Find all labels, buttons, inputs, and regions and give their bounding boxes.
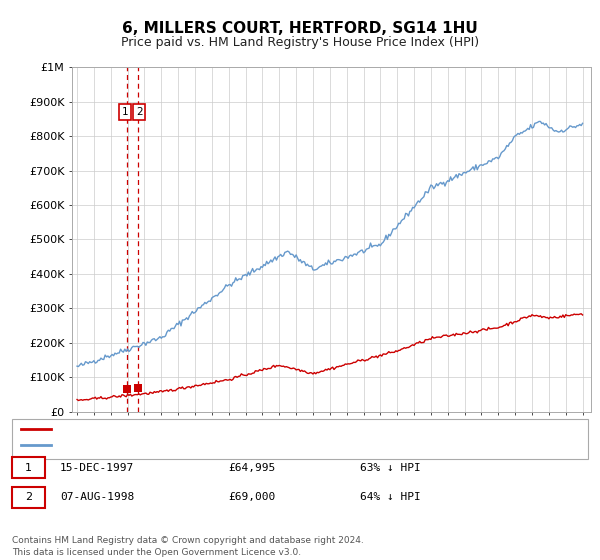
Text: 64% ↓ HPI: 64% ↓ HPI (360, 492, 421, 502)
Text: Price paid vs. HM Land Registry's House Price Index (HPI): Price paid vs. HM Land Registry's House … (121, 36, 479, 49)
Text: 1: 1 (25, 463, 32, 473)
Text: Contains HM Land Registry data © Crown copyright and database right 2024.
This d: Contains HM Land Registry data © Crown c… (12, 536, 364, 557)
Text: 07-AUG-1998: 07-AUG-1998 (60, 492, 134, 502)
Text: HPI: Average price, detached house, East Hertfordshire: HPI: Average price, detached house, East… (57, 440, 345, 450)
Text: £64,995: £64,995 (228, 463, 275, 473)
Text: 2: 2 (25, 492, 32, 502)
Text: £69,000: £69,000 (228, 492, 275, 502)
Text: 2: 2 (136, 107, 143, 117)
Text: 6, MILLERS COURT, HERTFORD, SG14 1HU: 6, MILLERS COURT, HERTFORD, SG14 1HU (122, 21, 478, 36)
Text: 1: 1 (122, 107, 128, 117)
Text: 15-DEC-1997: 15-DEC-1997 (60, 463, 134, 473)
Text: 63% ↓ HPI: 63% ↓ HPI (360, 463, 421, 473)
Text: 6, MILLERS COURT, HERTFORD, SG14 1HU (detached house): 6, MILLERS COURT, HERTFORD, SG14 1HU (de… (57, 424, 370, 434)
